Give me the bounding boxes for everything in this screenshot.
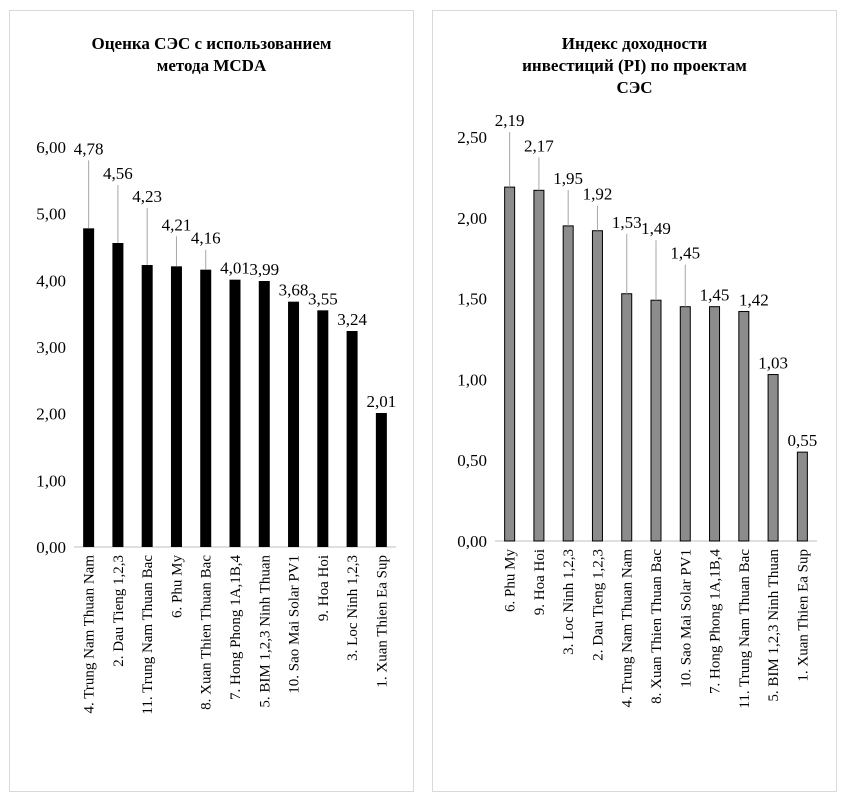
y-tick-label: 3,00 bbox=[36, 338, 66, 357]
y-tick-label: 1,50 bbox=[457, 290, 487, 309]
bar bbox=[112, 243, 124, 547]
bar bbox=[621, 293, 633, 542]
category-label: 2. Dau Tieng 1,2,3 bbox=[590, 549, 606, 661]
y-tick-label: 5,00 bbox=[36, 205, 66, 224]
category-label: 2. Dau Tieng 1,2,3 bbox=[111, 555, 127, 667]
data-label: 4,78 bbox=[74, 139, 104, 158]
y-tick-label: 1,00 bbox=[36, 471, 66, 490]
mcda-chart-panel: Оценка СЭС с использованием метода MCDA … bbox=[9, 10, 414, 792]
chart-title: Индекс доходности инвестиций (PI) по про… bbox=[433, 33, 836, 99]
category-label: 4. Trung Nam Thuan Nam bbox=[82, 555, 98, 714]
category-label: 4. Trung Nam Thuan Nam bbox=[620, 549, 636, 708]
bar bbox=[650, 299, 662, 542]
category-label: 9. Hoa Hoi bbox=[532, 549, 548, 615]
bar bbox=[767, 374, 779, 542]
y-tick-label: 1,00 bbox=[457, 370, 487, 389]
data-label: 2,17 bbox=[524, 136, 554, 155]
category-label: 7. Hong Phong 1A,1B,4 bbox=[228, 555, 244, 701]
bar bbox=[346, 331, 358, 547]
data-label: 1,42 bbox=[739, 291, 769, 310]
data-label: 4,23 bbox=[132, 187, 162, 206]
bar bbox=[591, 230, 603, 542]
data-label: 4,16 bbox=[191, 229, 221, 248]
category-label: 8. Xuan Thien Thuan Bac bbox=[649, 549, 665, 704]
bar bbox=[533, 189, 545, 542]
category-label: 3. Loc Ninh 1,2,3 bbox=[561, 549, 577, 655]
data-label: 1,49 bbox=[641, 219, 671, 238]
bar bbox=[170, 266, 182, 547]
category-label: 10. Sao Mai Solar PV1 bbox=[678, 549, 694, 688]
bar bbox=[738, 311, 750, 542]
category-label: 1. Xuan Thien Ea Sup bbox=[374, 555, 390, 688]
category-label: 8. Xuan Thien Thuan Bac bbox=[199, 555, 215, 710]
category-label: 6. Phu My bbox=[503, 549, 519, 612]
data-label: 4,56 bbox=[103, 164, 133, 183]
pi-chart-panel: Индекс доходности инвестиций (PI) по про… bbox=[432, 10, 837, 792]
data-label: 4,21 bbox=[162, 215, 192, 234]
bar bbox=[504, 186, 516, 542]
pi-bar-chart: 0,00 0,50 1,00 1,50 2,00 2,50 2,19 6. Phu My 2,1… bbox=[457, 111, 817, 709]
y-tick-label: 0,00 bbox=[457, 532, 487, 551]
category-label: 5. BIM 1,2,3 Ninh Thuan bbox=[257, 555, 273, 708]
category-label: 11. Trung Nam Thuan Bac bbox=[737, 549, 753, 709]
bar bbox=[709, 306, 721, 542]
y-tick-label: 4,00 bbox=[36, 271, 66, 290]
category-label: 9. Hoa Hoi bbox=[316, 555, 332, 621]
bar bbox=[229, 279, 241, 547]
chart-title-line-1: Индекс доходности bbox=[561, 34, 708, 53]
bar bbox=[679, 306, 691, 542]
data-label: 1,95 bbox=[553, 169, 583, 188]
data-label: 1,45 bbox=[670, 244, 700, 263]
chart-title-line-3: СЭС bbox=[616, 78, 653, 97]
bar bbox=[288, 301, 300, 547]
bar bbox=[317, 310, 329, 547]
y-tick-label: 2,00 bbox=[457, 209, 487, 228]
chart-title-line-2: метода MCDA bbox=[156, 56, 267, 75]
chart-title-line-1: Оценка СЭС с использованием bbox=[91, 34, 332, 53]
bar bbox=[141, 265, 153, 547]
data-label: 3,68 bbox=[279, 281, 309, 300]
bar bbox=[258, 281, 270, 547]
data-label: 3,55 bbox=[308, 289, 338, 308]
data-label: 1,03 bbox=[758, 354, 788, 373]
category-label: 1. Xuan Thien Ea Sup bbox=[795, 549, 811, 682]
data-label: 2,01 bbox=[366, 392, 396, 411]
data-label: 0,55 bbox=[787, 431, 817, 450]
category-label: 3. Loc Ninh 1,2,3 bbox=[345, 555, 361, 661]
category-label: 5. BIM 1,2,3 Ninh Thuan bbox=[766, 549, 782, 702]
chart-title-line-2: инвестиций (PI) по проектам bbox=[522, 56, 747, 75]
chart-title: Оценка СЭС с использованием метода MCDA bbox=[10, 33, 413, 77]
y-tick-label: 2,00 bbox=[36, 405, 66, 424]
data-label: 1,92 bbox=[583, 185, 613, 204]
category-label: 6. Phu My bbox=[169, 555, 185, 618]
category-label: 11. Trung Nam Thuan Bac bbox=[140, 555, 156, 715]
bar bbox=[83, 228, 95, 548]
data-label: 1,53 bbox=[612, 213, 642, 232]
y-tick-label: 6,00 bbox=[36, 138, 66, 157]
data-label: 2,19 bbox=[495, 111, 525, 130]
bar bbox=[796, 451, 808, 542]
data-label: 1,45 bbox=[700, 286, 730, 305]
y-tick-label: 0,00 bbox=[36, 538, 66, 557]
y-tick-label: 0,50 bbox=[457, 451, 487, 470]
data-label: 3,24 bbox=[337, 310, 367, 329]
category-label: 7. Hong Phong 1A,1B,4 bbox=[708, 549, 724, 695]
data-label: 3,99 bbox=[249, 260, 279, 279]
bar bbox=[562, 225, 574, 542]
bar bbox=[375, 413, 387, 547]
data-label: 4,01 bbox=[220, 259, 250, 278]
y-tick-label: 2,50 bbox=[457, 128, 487, 147]
mcda-bar-chart: 0,00 1,00 2,00 3,00 4,00 5,00 6,00 4,78 4. Trung… bbox=[36, 138, 396, 715]
bar bbox=[200, 269, 212, 547]
category-label: 10. Sao Mai Solar PV1 bbox=[287, 555, 303, 694]
